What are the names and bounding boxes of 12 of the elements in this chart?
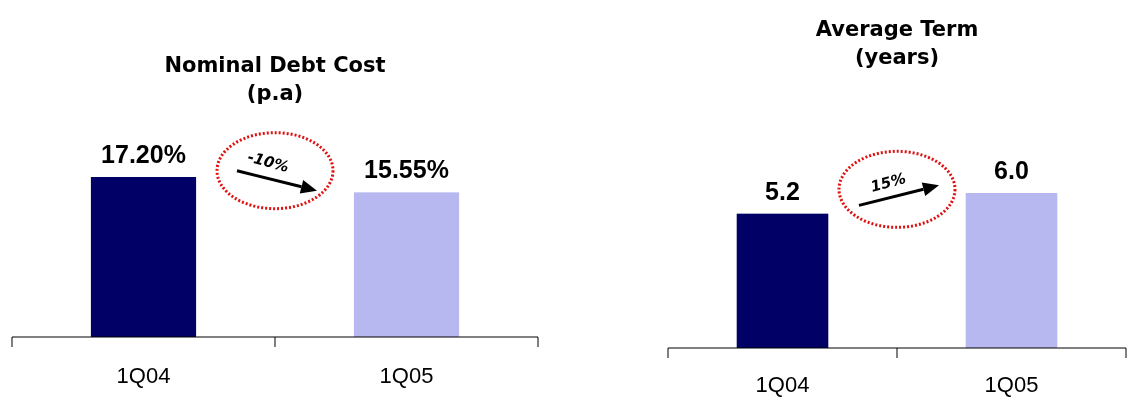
data-label: 17.20% <box>101 140 186 168</box>
chart-title: Nominal Debt Cost (p.a) <box>164 53 386 105</box>
annotation: 15% <box>868 169 908 196</box>
x-tick-label: 1Q05 <box>379 363 434 388</box>
x-tick-label: 1Q04 <box>116 363 171 388</box>
x-tick-label: 1Q05 <box>984 372 1039 397</box>
chart-title: Average Term (years) <box>815 17 979 69</box>
data-label: 15.55% <box>364 155 449 184</box>
x-tick-label: 1Q04 <box>755 372 810 397</box>
data-label: 6.0 <box>994 156 1029 184</box>
data-label: 5.2 <box>765 176 800 205</box>
text: -10% <box>245 147 291 176</box>
